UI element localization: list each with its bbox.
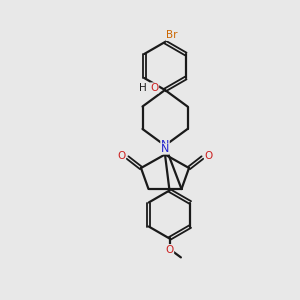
- Text: O: O: [165, 244, 174, 255]
- Text: N: N: [161, 140, 169, 151]
- Text: H: H: [139, 83, 147, 93]
- Text: O: O: [150, 83, 159, 93]
- Text: N: N: [161, 144, 169, 154]
- Text: Br: Br: [166, 30, 177, 40]
- Text: O: O: [204, 151, 213, 161]
- Text: O: O: [117, 151, 126, 161]
